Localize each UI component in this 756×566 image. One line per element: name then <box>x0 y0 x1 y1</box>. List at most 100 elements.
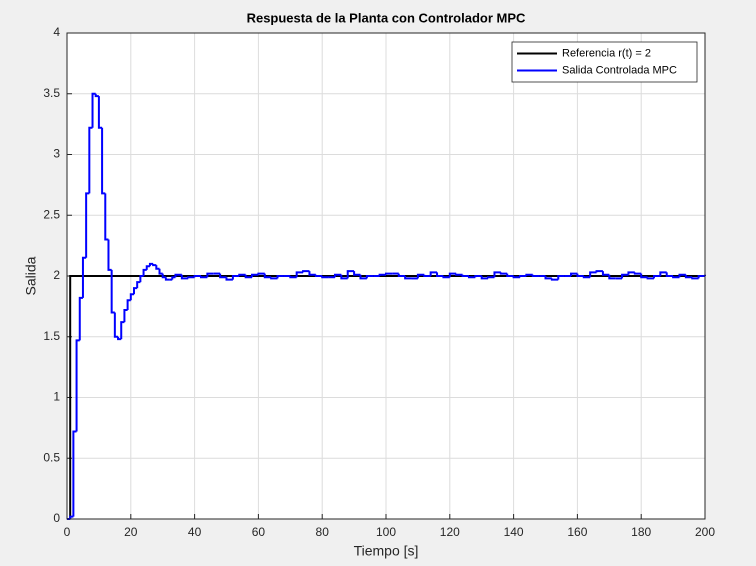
line-step <box>158 268 163 275</box>
line-step <box>81 256 87 298</box>
line-step <box>155 265 160 270</box>
line-step <box>461 274 469 277</box>
line-step <box>251 273 259 278</box>
line-step <box>238 273 246 276</box>
line-step <box>101 127 106 195</box>
line-step <box>589 271 597 278</box>
x-tick-label: 200 <box>695 525 715 539</box>
legend-box <box>511 41 698 83</box>
line-step <box>525 273 533 276</box>
x-tick-label: 60 <box>252 525 266 539</box>
line-step <box>659 271 667 276</box>
line-step <box>72 430 77 517</box>
line-step <box>416 273 425 279</box>
x-tick-label: 40 <box>188 525 202 539</box>
y-tick-label: 3 <box>53 147 60 161</box>
axes-box <box>66 32 706 520</box>
y-tick-label: 0 <box>53 511 60 525</box>
y-tick-label: 3.5 <box>43 86 60 100</box>
line-step <box>652 275 661 279</box>
marks <box>67 92 706 520</box>
legend-label: Referencia r(t) = 2 <box>562 47 651 59</box>
line-step <box>107 239 112 271</box>
line-step <box>308 271 316 276</box>
line-step <box>665 272 674 277</box>
line-step <box>161 273 166 279</box>
legend-label: Salida Controlada MPC <box>562 64 677 76</box>
line-step <box>544 276 552 280</box>
line-step <box>557 275 565 280</box>
line-step <box>148 262 154 267</box>
line-step <box>691 277 699 280</box>
x-tick-label: 0 <box>64 525 71 539</box>
x-tick-label: 160 <box>567 525 587 539</box>
y-tick-label: 4 <box>53 25 60 39</box>
line-step <box>69 275 705 519</box>
line-step <box>145 265 150 270</box>
line-step <box>487 276 495 279</box>
line-step <box>499 272 508 275</box>
line-step <box>346 270 355 279</box>
line-step <box>480 276 489 280</box>
x-tick-label: 120 <box>440 525 460 539</box>
line-step <box>365 275 374 279</box>
x-tick-label: 20 <box>124 525 138 539</box>
line-step <box>333 273 342 278</box>
line-step <box>448 272 457 278</box>
line-step <box>295 271 304 278</box>
line-step <box>321 276 329 279</box>
line-step <box>193 275 201 278</box>
line-step <box>171 276 176 280</box>
line-step <box>199 276 208 279</box>
line-step <box>123 309 128 323</box>
line-step <box>621 273 629 279</box>
line-step <box>582 276 591 279</box>
line-step <box>601 271 610 276</box>
line-step <box>263 273 272 279</box>
x-tick-label: 140 <box>504 525 524 539</box>
x-tick-label: 100 <box>376 525 396 539</box>
y-tick-label: 0.5 <box>43 450 60 464</box>
line-step <box>340 274 348 280</box>
y-tick-label: 1.5 <box>43 329 60 343</box>
line-step <box>429 271 438 276</box>
line-step <box>206 272 214 278</box>
line-step <box>139 275 144 283</box>
line-step <box>302 270 310 273</box>
line-step <box>518 275 527 278</box>
line-step <box>640 273 648 279</box>
line-step <box>276 275 284 279</box>
line-step <box>576 273 584 277</box>
line-step <box>88 126 93 194</box>
line-step <box>136 281 141 289</box>
line-step <box>359 274 367 280</box>
line-step <box>289 276 297 279</box>
line-step <box>633 272 642 275</box>
line-step <box>91 92 96 128</box>
legend: Referencia r(t) = 2 Salida Controlada MPC <box>511 41 698 83</box>
line-step <box>385 272 393 275</box>
y-tick-label: 2.5 <box>43 207 60 221</box>
line-step <box>570 272 578 276</box>
y-axis-label: Salida <box>23 256 39 295</box>
line-step <box>187 276 195 279</box>
line-step <box>672 276 680 279</box>
line-step <box>436 272 444 277</box>
line-step <box>608 274 616 280</box>
line-step <box>117 336 122 341</box>
x-tick-label: 180 <box>631 525 651 539</box>
line-step <box>180 274 189 280</box>
line-step <box>531 274 540 277</box>
line-step <box>550 278 559 281</box>
line-step <box>231 275 240 280</box>
line-step <box>353 271 361 276</box>
line-step <box>493 271 501 278</box>
line-step <box>397 273 406 277</box>
line-step <box>455 273 463 276</box>
line-step <box>174 273 182 278</box>
line-step <box>404 276 412 280</box>
line-step <box>75 339 80 432</box>
line-step <box>474 275 482 278</box>
line-step <box>97 96 103 129</box>
line-step <box>164 277 170 281</box>
